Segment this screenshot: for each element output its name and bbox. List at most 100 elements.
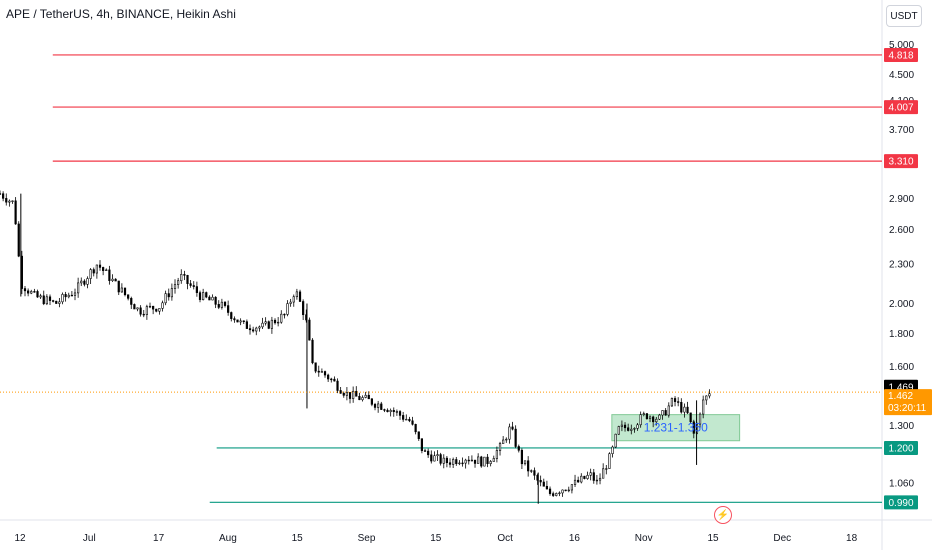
candle-body xyxy=(264,321,267,324)
candle xyxy=(242,320,245,324)
candle xyxy=(61,292,64,305)
candle xyxy=(23,286,27,297)
candle xyxy=(183,270,186,281)
candle xyxy=(642,411,645,417)
candle xyxy=(492,455,495,462)
candle-body xyxy=(511,426,514,430)
candle-body xyxy=(630,428,633,431)
candle xyxy=(608,452,611,469)
level-label: 1.200 xyxy=(888,443,913,454)
candle-body xyxy=(255,327,258,332)
candle xyxy=(255,326,258,336)
candle xyxy=(308,317,311,341)
candle xyxy=(639,411,642,428)
candle xyxy=(670,397,674,407)
candle xyxy=(355,386,358,397)
candle-body xyxy=(467,459,470,462)
candle-body xyxy=(70,294,73,297)
candle-body xyxy=(495,450,499,459)
candle-body xyxy=(367,394,370,400)
candle-body xyxy=(283,313,286,316)
candle xyxy=(486,453,489,468)
candle xyxy=(533,467,536,480)
candle-body xyxy=(236,319,239,323)
candle-body xyxy=(358,395,361,401)
candle xyxy=(502,436,505,444)
zone-box xyxy=(611,414,741,442)
x-tick-label: Dec xyxy=(773,533,791,544)
candle xyxy=(289,298,292,307)
candle xyxy=(705,395,708,405)
candle-body xyxy=(655,418,658,423)
candle-body xyxy=(277,321,280,324)
candle xyxy=(602,463,605,479)
candle xyxy=(652,415,655,428)
candle-body xyxy=(211,296,214,301)
candle xyxy=(170,283,173,301)
candle xyxy=(258,325,261,332)
candle xyxy=(86,276,89,289)
candle xyxy=(611,445,614,458)
candle-body xyxy=(548,488,552,494)
candle-body xyxy=(64,294,67,298)
candle-body xyxy=(464,459,467,464)
candle xyxy=(564,489,567,492)
candle xyxy=(152,305,155,315)
candle xyxy=(552,491,555,498)
candle xyxy=(320,368,323,373)
candle xyxy=(220,298,223,310)
candle xyxy=(280,310,283,324)
candle-body xyxy=(205,292,208,298)
candle-body xyxy=(492,458,495,462)
candle-body xyxy=(177,280,180,285)
lightning-icon[interactable]: ⚡ xyxy=(714,506,732,524)
level-label: 0.990 xyxy=(888,498,913,509)
candle xyxy=(567,486,570,493)
candle-body xyxy=(417,431,420,439)
candle xyxy=(311,338,314,365)
candle xyxy=(102,266,105,276)
candle xyxy=(223,301,227,308)
candle-body xyxy=(314,362,317,372)
candle xyxy=(508,423,511,444)
x-tick-label: 15 xyxy=(292,533,304,544)
x-tick-label: 15 xyxy=(430,533,442,544)
candle-body xyxy=(117,280,120,293)
x-tick-label: 15 xyxy=(707,533,719,544)
currency-button[interactable]: USDT xyxy=(886,5,922,27)
candle xyxy=(198,290,202,303)
candle-body xyxy=(145,306,148,315)
candle xyxy=(136,307,139,312)
candle xyxy=(395,409,399,416)
candle xyxy=(377,400,380,413)
candle xyxy=(648,415,652,423)
x-tick-label: Jul xyxy=(83,533,96,544)
candle xyxy=(427,448,430,458)
candle-body xyxy=(0,193,2,195)
candle-body xyxy=(208,296,211,301)
candle xyxy=(558,491,561,497)
candle-body xyxy=(605,468,608,470)
candle-body xyxy=(73,292,77,296)
x-tick-label: 12 xyxy=(14,533,26,544)
candle xyxy=(195,281,198,297)
candle xyxy=(130,296,133,309)
candle xyxy=(592,468,595,484)
candle-body xyxy=(189,283,192,286)
candle-body xyxy=(614,433,617,448)
candle-body xyxy=(270,319,273,329)
candle xyxy=(180,269,183,284)
candle xyxy=(286,300,289,317)
candle-body xyxy=(448,462,452,465)
candle-body xyxy=(220,301,223,308)
candle-body xyxy=(573,479,577,485)
candle xyxy=(45,294,48,306)
candle xyxy=(470,455,474,462)
candle-body xyxy=(411,420,414,425)
candle xyxy=(302,299,305,320)
candle-body xyxy=(583,475,586,479)
candle-body xyxy=(292,296,295,303)
x-tick-label: Nov xyxy=(635,533,653,544)
candle xyxy=(455,456,458,466)
